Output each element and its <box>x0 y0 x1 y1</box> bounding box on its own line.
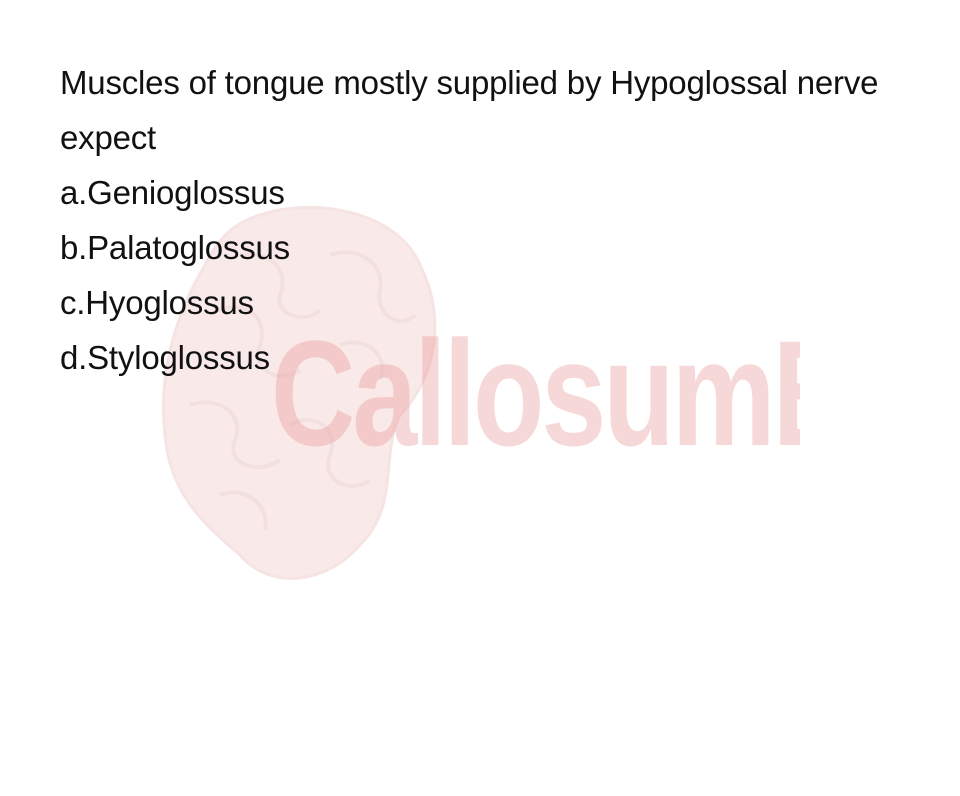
question-stem: Muscles of tongue mostly supplied by Hyp… <box>60 64 879 156</box>
option-b: b.Palatoglossus <box>60 229 290 266</box>
options-list: a.Genioglossus b.Palatoglossus c.Hyoglos… <box>60 165 900 385</box>
option-d: d.Styloglossus <box>60 339 270 376</box>
question-block: Muscles of tongue mostly supplied by Hyp… <box>60 55 900 385</box>
option-a: a.Genioglossus <box>60 174 285 211</box>
option-c: c.Hyoglossus <box>60 284 254 321</box>
